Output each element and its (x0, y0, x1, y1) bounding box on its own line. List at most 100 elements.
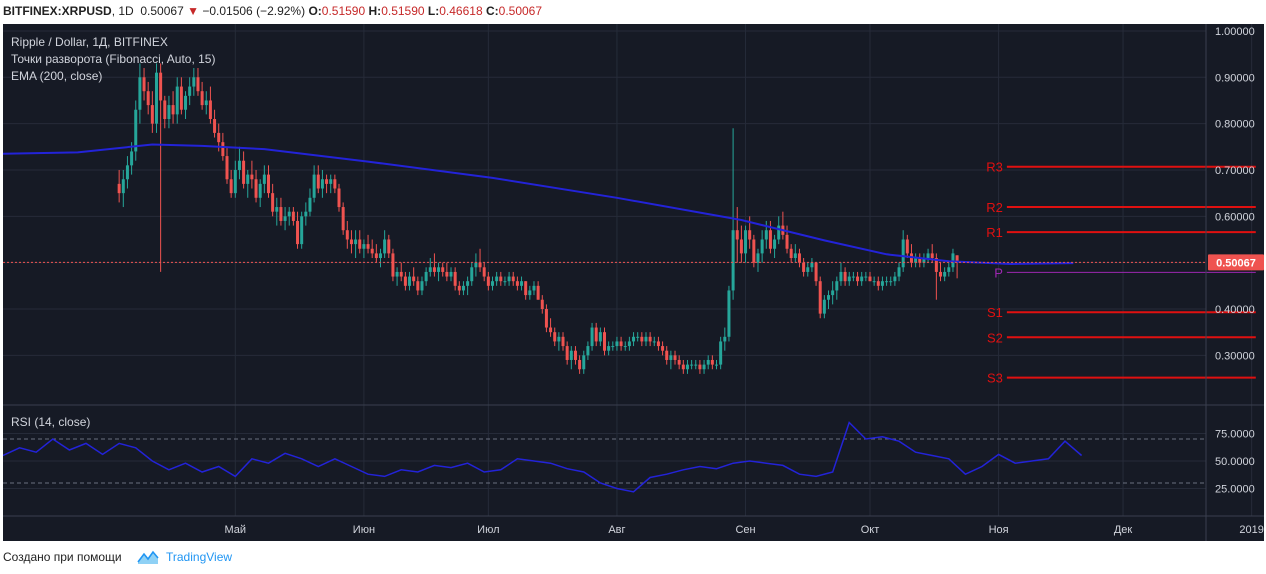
candle-body (557, 336, 561, 342)
down-arrow-icon: ▼ (187, 4, 199, 18)
candle-body (167, 105, 171, 119)
candle-body (304, 211, 308, 217)
legend-ema[interactable]: EMA (200, close) (11, 69, 102, 83)
candle-body (275, 207, 279, 212)
candle-body (474, 262, 478, 268)
candle-body (582, 355, 586, 370)
candle-body (934, 258, 938, 272)
y-tick-label: 0.30000 (1215, 350, 1255, 362)
symbol-name[interactable]: BITFINEX:XRPUSD (3, 4, 112, 18)
interval[interactable]: 1D (118, 4, 134, 18)
candle-body (652, 341, 656, 343)
made-with-text: Создано при помощи (3, 550, 122, 564)
x-tick-label: Май (225, 524, 247, 536)
candle-body (204, 100, 208, 106)
candle-body (806, 267, 810, 272)
candle-body (121, 179, 125, 194)
candle-body (905, 239, 909, 254)
candle-body (760, 239, 764, 254)
candle-body (258, 183, 262, 198)
candle-body (685, 364, 689, 370)
tradingview-link[interactable]: TradingView (166, 550, 233, 564)
candle-body (420, 281, 424, 291)
x-tick-label: Окт (861, 524, 880, 536)
candle-body (727, 290, 731, 337)
candle-body (412, 276, 416, 282)
candle-body (403, 276, 407, 286)
candle-body (408, 276, 412, 286)
pivot-label: R1 (986, 225, 1003, 240)
candle-body (789, 248, 793, 259)
candle-body (872, 281, 876, 283)
candle-body (188, 86, 192, 96)
candle-body (217, 132, 221, 143)
candle-body (287, 211, 291, 217)
candle-body (768, 230, 772, 249)
candle-body (818, 281, 822, 314)
last-price-tag (1208, 254, 1264, 271)
legend-title[interactable]: Ripple / Dollar, 1Д, BITFINEX (11, 35, 168, 49)
price-chart[interactable]: R3 R2 R1 P S1 S2 S3 25.0000 50.0000 75.0000 Май И… (2, 24, 1264, 541)
candle-body (918, 258, 922, 263)
x-tick-label: Июн (353, 524, 375, 536)
low-value: 0.46618 (439, 4, 483, 18)
candle-body (648, 336, 652, 342)
top-bar: BITFINEX:XRPUSD, 1D 0.50067 ▼ −0.01506 (… (0, 0, 1266, 24)
candle-body (939, 271, 943, 277)
candle-body (486, 276, 490, 286)
candle-body (229, 179, 233, 194)
candle-body (358, 239, 362, 249)
candle-body (594, 327, 598, 342)
candle-body (366, 244, 370, 249)
candle-body (951, 253, 955, 268)
candle-body (856, 276, 860, 282)
y-tick-label: 0.90000 (1215, 72, 1255, 84)
candle-body (822, 299, 826, 314)
rsi-pane: 25.0000 50.0000 75.0000 (2, 421, 1255, 496)
candle-body (134, 109, 138, 152)
rsi-legend[interactable]: RSI (14, close) (11, 415, 90, 429)
candle-body (146, 91, 150, 106)
candle-body (445, 271, 449, 277)
ema-line (2, 143, 1074, 266)
candle-body (665, 350, 669, 360)
x-tick-label: 2019 (1239, 524, 1263, 536)
candle-body (457, 285, 461, 291)
high-value: 0.51590 (381, 4, 425, 18)
x-tick-label: Авг (608, 524, 625, 536)
candle-body (735, 230, 739, 240)
axes: Май Июн Июл Авг Сен Окт Ноя Дек 2019 0.30000 0.400… (3, 24, 1264, 541)
candle-body (773, 239, 777, 249)
candle-body (391, 253, 395, 277)
candle-body (827, 295, 831, 300)
candle-body (851, 276, 855, 278)
candle-body (623, 346, 627, 348)
candle-body (308, 197, 312, 212)
rsi-line (2, 421, 1083, 493)
candle-body (752, 239, 756, 263)
candle-body (636, 336, 640, 338)
candle-body (461, 285, 465, 291)
candle-body (607, 346, 611, 351)
candle-body (914, 258, 918, 263)
candle-body (354, 239, 358, 245)
candle-body (208, 100, 212, 119)
candle-body (482, 267, 486, 277)
candle-body (171, 105, 175, 115)
pivot-label: S1 (987, 305, 1003, 320)
x-tick-label: Июл (477, 524, 499, 536)
candle-body (262, 174, 266, 184)
candle-body (175, 86, 179, 115)
candle-body (362, 244, 366, 249)
candle-body (793, 253, 797, 259)
candle-body (569, 350, 573, 360)
chart-area[interactable]: R3 R2 R1 P S1 S2 S3 25.0000 50.0000 75.0000 Май И… (2, 24, 1264, 541)
candle-body (200, 91, 204, 106)
tradingview-logo-icon[interactable] (137, 549, 159, 565)
legend-pivots[interactable]: Точки разворота (Fibonacci, Auto, 15) (11, 52, 215, 66)
rsi-tick-label: 50.0000 (1215, 456, 1255, 468)
candle-body (802, 262, 806, 272)
candle-body (885, 281, 889, 283)
candle-body (656, 341, 660, 347)
candle-body (694, 364, 698, 366)
